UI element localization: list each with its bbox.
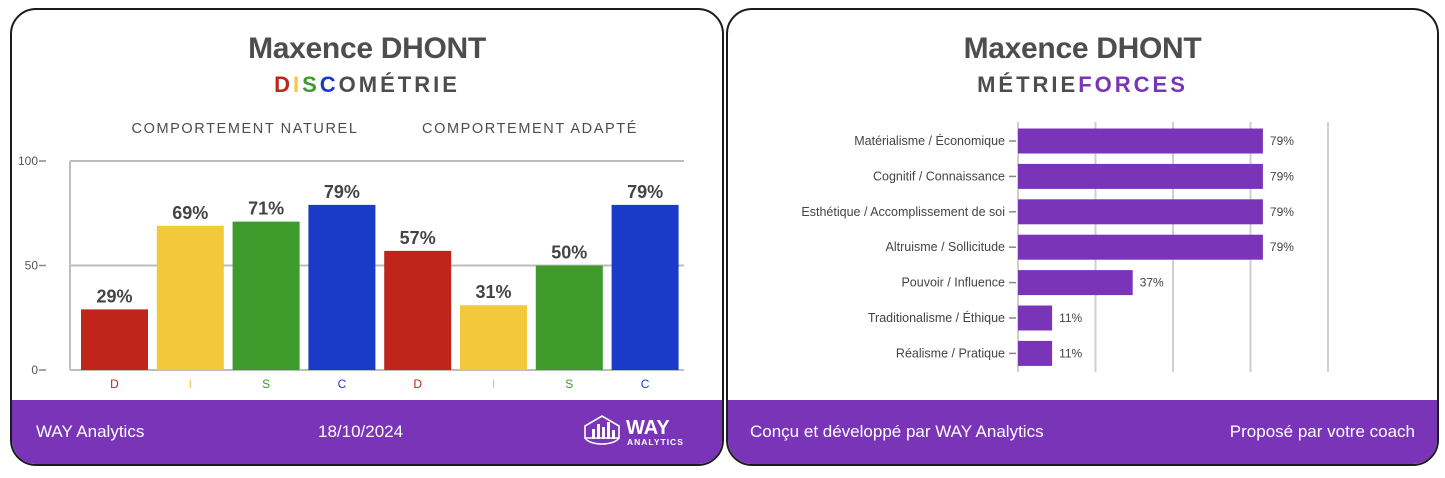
category-label: Cognitif / Connaissance (873, 169, 1005, 183)
bar (1018, 199, 1263, 225)
bar (1018, 163, 1263, 189)
x-tick-label: S (565, 377, 573, 391)
bar-c (308, 204, 376, 370)
x-tick-label: C (641, 377, 650, 391)
value-label: 79% (627, 182, 663, 202)
y-tick-label: 100 (18, 154, 38, 168)
y-tick-label: 50 (25, 259, 39, 273)
bar (1018, 234, 1263, 260)
bar (1018, 128, 1263, 154)
category-label: Altruisme / Sollicitude (886, 240, 1006, 254)
category-label: Matérialisme / Économique (854, 133, 1005, 148)
value-label: 79% (1270, 205, 1294, 219)
bar-i (156, 225, 224, 370)
footer-credit: Conçu et développé par WAY Analytics (750, 422, 1044, 441)
subtitle-part-forces: FORCES (1078, 72, 1188, 97)
logo-sub: ANALYTICS (627, 437, 684, 447)
value-label: 31% (475, 282, 511, 302)
footer-brand: WAY Analytics (36, 422, 145, 441)
category-label: Réalisme / Pratique (896, 346, 1005, 360)
value-label: 11% (1059, 346, 1082, 360)
group-label: COMPORTEMENT NATUREL (132, 121, 359, 137)
value-label: 57% (400, 228, 436, 248)
x-tick-label: D (413, 377, 422, 391)
disc-card: Maxence DHONT DISCOMÉTRIE COMPORTEMENT N… (10, 8, 724, 466)
bar (1018, 340, 1053, 366)
subtitle-letter-s: S (302, 72, 320, 97)
x-tick-label: D (110, 377, 119, 391)
value-label: 11% (1059, 311, 1082, 325)
person-name: Maxence DHONT (963, 32, 1202, 65)
disc-subtitle: DISCOMÉTRIE (12, 72, 722, 98)
bar-d (81, 309, 148, 370)
disc-chart: COMPORTEMENT NATUREL COMPORTEMENT ADAPTÉ 0… (18, 120, 684, 391)
footer: WAY Analytics 18/10/2024 WAY ANALYTICS (12, 400, 722, 464)
bar-i (460, 305, 527, 370)
bar (1018, 305, 1053, 331)
x-tick-label: I (189, 377, 192, 391)
value-label: 79% (324, 182, 360, 202)
value-label: 50% (551, 243, 587, 263)
value-label: 71% (248, 199, 284, 219)
footer-date: 18/10/2024 (318, 422, 404, 441)
bar-s (535, 265, 603, 370)
subtitle-letter-c: C (319, 72, 339, 97)
forces-subtitle: MÉTRIEFORCES (728, 72, 1437, 98)
footer: Conçu et développé par WAY Analytics Pro… (728, 400, 1437, 464)
y-tick-label: 0 (31, 363, 38, 377)
value-label: 29% (96, 286, 132, 306)
value-label: 79% (1270, 169, 1294, 183)
subtitle-letter-i: I (292, 72, 303, 97)
bar (1018, 270, 1133, 296)
bar-s (232, 221, 300, 370)
value-label: 69% (172, 203, 208, 223)
subtitle-rest: OMÉTRIE (338, 72, 460, 97)
group-label: COMPORTEMENT ADAPTÉ (422, 120, 638, 137)
category-label: Esthétique / Accomplissement de soi (801, 205, 1005, 219)
way-analytics-logo: WAY ANALYTICS (584, 415, 684, 447)
value-label: 37% (1140, 276, 1164, 290)
footer-coach: Proposé par votre coach (1229, 422, 1415, 441)
forces-card: Maxence DHONT MÉTRIEFORCES Matérialisme … (726, 8, 1439, 466)
value-label: 79% (1270, 240, 1294, 254)
category-label: Traditionalisme / Éthique (868, 310, 1005, 325)
subtitle-letter-d: D (274, 72, 293, 97)
logo-word: WAY (626, 417, 670, 439)
x-tick-label: S (262, 377, 270, 391)
person-name: Maxence DHONT (248, 32, 486, 65)
category-label: Pouvoir / Influence (901, 276, 1005, 290)
bar-d (384, 250, 452, 370)
x-tick-label: C (338, 377, 347, 391)
subtitle-part-metrie: MÉTRIE (977, 72, 1079, 97)
bar-c (611, 204, 679, 370)
x-tick-label: I (492, 377, 495, 391)
value-label: 79% (1270, 134, 1294, 148)
forces-chart: Matérialisme / Économique 79% Cognitif / C… (801, 122, 1329, 372)
